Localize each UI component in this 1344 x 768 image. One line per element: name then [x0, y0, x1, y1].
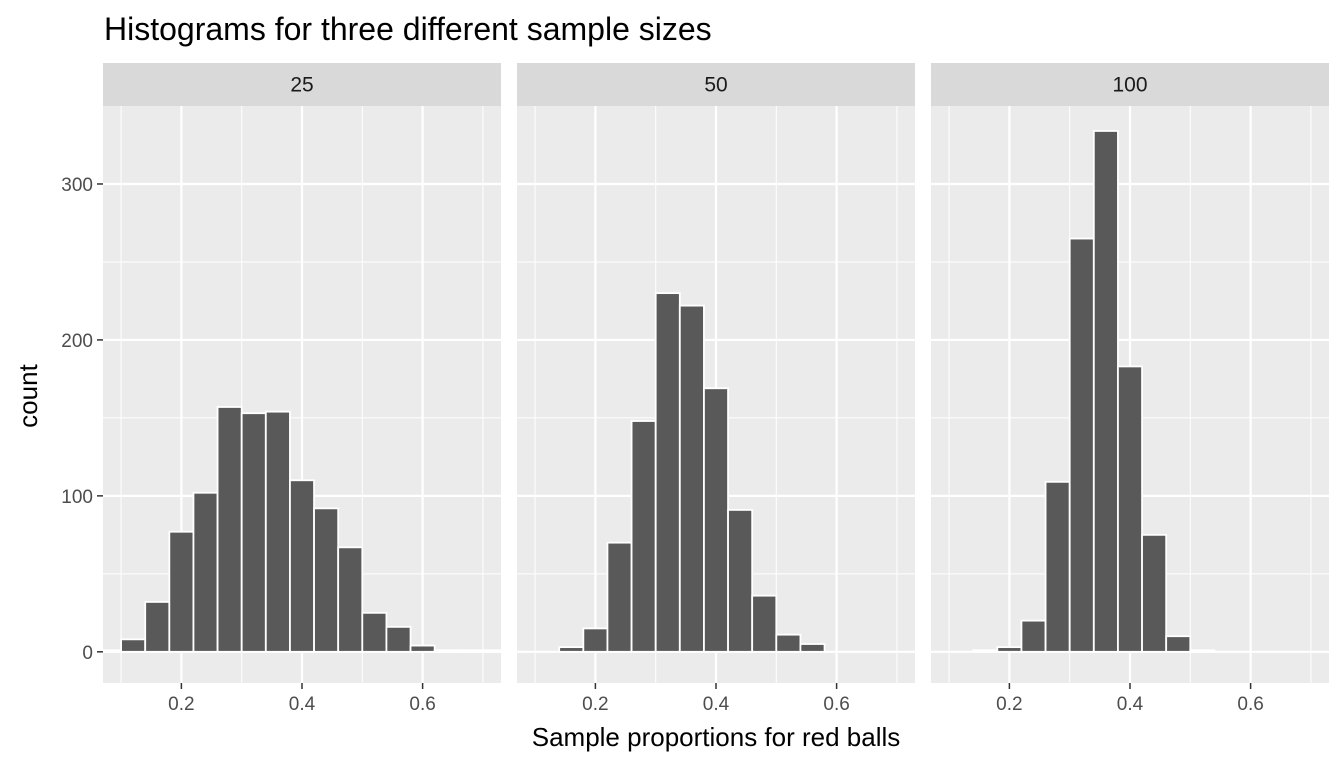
facet-panel-100: 100 0.2 0.4 0.6 — [931, 63, 1329, 715]
x-tick-label: 0.2 — [168, 694, 194, 715]
y-tick-label: 100 — [61, 487, 93, 508]
facet-strip — [517, 63, 915, 106]
histogram-bar — [1189, 649, 1216, 653]
histogram-bar — [385, 625, 412, 653]
y-axis-title: count — [13, 363, 43, 427]
histogram-bar — [1068, 237, 1095, 653]
facet-strip — [103, 63, 501, 106]
histogram-bar — [1165, 635, 1192, 653]
histogram-bar — [996, 646, 1023, 653]
histogram-bar — [192, 491, 219, 653]
histogram-bar — [313, 507, 340, 653]
histogram-bar — [654, 292, 681, 653]
facet-panels: 25 0.2 0.4 0.6 50 0.2 0.4 0.6 100 0.2 0.4 0.6 — [96, 63, 1329, 715]
histogram-bar — [482, 649, 508, 653]
histogram-bar — [289, 479, 315, 653]
histogram-bar — [678, 304, 705, 653]
histogram-bar — [1117, 365, 1143, 653]
histogram-bar — [799, 643, 826, 653]
histogram-bar — [361, 611, 388, 653]
histogram-bar — [1044, 480, 1071, 653]
histogram-bar — [727, 508, 754, 653]
x-axis-title: Sample proportions for red balls — [532, 722, 901, 752]
y-tick-label: 300 — [61, 175, 93, 196]
x-tick-label: 0.6 — [409, 694, 435, 715]
x-tick-label: 0.4 — [703, 694, 730, 715]
histogram-bar — [264, 410, 291, 653]
histogram-bar — [558, 646, 585, 653]
histogram-bar — [457, 649, 484, 653]
x-tick-label: 0.4 — [289, 694, 316, 715]
facet-strip-label: 100 — [1112, 74, 1147, 97]
y-axis: 0 100 200 300 — [61, 175, 103, 664]
x-tick-label: 0.2 — [996, 694, 1022, 715]
facet-strip-label: 25 — [290, 74, 313, 97]
x-tick-label: 0.4 — [1117, 694, 1144, 715]
facet-strip — [931, 63, 1329, 106]
histogram-bar — [972, 649, 999, 653]
histogram-bar — [630, 420, 657, 653]
x-tick-label: 0.6 — [1237, 694, 1263, 715]
histogram-bar — [240, 412, 267, 653]
chart-title: Histograms for three different sample si… — [104, 11, 712, 47]
facet-panel-25: 25 0.2 0.4 0.6 — [96, 63, 508, 715]
histogram-bar — [433, 649, 460, 653]
histogram-bar — [337, 546, 364, 653]
histogram-bar — [751, 594, 778, 653]
histogram-bar — [409, 644, 436, 653]
facet-panel-50: 50 0.2 0.4 0.6 — [517, 63, 915, 715]
histogram-bar — [582, 627, 609, 653]
x-tick-label: 0.6 — [823, 694, 849, 715]
y-tick-label: 200 — [61, 331, 93, 352]
histogram-bar — [1020, 619, 1047, 653]
histogram-bar — [1141, 533, 1168, 653]
x-tick-label: 0.2 — [582, 694, 608, 715]
histogram-bar — [120, 638, 147, 653]
histogram-bar — [1092, 130, 1119, 653]
histogram-bar — [144, 601, 171, 653]
y-tick-label: 0 — [82, 643, 93, 664]
facet-strip-label: 50 — [704, 74, 727, 97]
histogram-bar — [775, 633, 802, 653]
histogram-bar — [216, 406, 243, 653]
histogram-bar — [168, 530, 195, 653]
histogram-bar — [606, 541, 633, 653]
histogram-bar — [703, 387, 729, 653]
